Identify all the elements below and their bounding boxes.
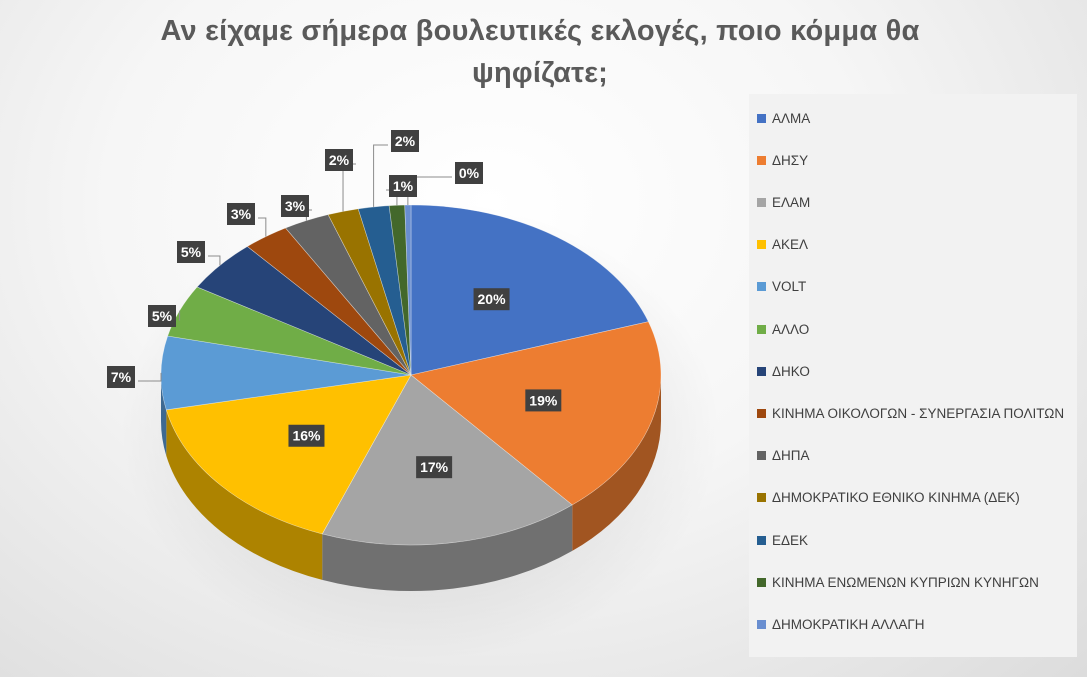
pie-labels: 20% 19% 17% 16% 7% 5% 5% 3% 3% 2% 2% 1% 0%: [107, 130, 562, 479]
legend-label: ΑΛΛΟ: [772, 321, 810, 337]
leader-line-9: [342, 163, 356, 212]
leader-line-5: [179, 310, 181, 321]
data-label-box-8: [281, 195, 309, 217]
legend-label: ΚΙΝΗΜΑ ΕΝΩΜΕΝΩΝ ΚΥΠΡΙΩΝ ΚΥΝΗΓΩΝ: [772, 574, 1039, 590]
legend-swatch: [757, 155, 766, 165]
pie-chart: 20% 19% 17% 16% 7% 5% 5% 3% 3% 2% 2% 1% 0%: [107, 130, 720, 660]
pie-slice-3: [165, 374, 412, 535]
legend-label: ΚΙΝΗΜΑ ΟΙΚΟΛΟΓΩΝ - ΣΥΝΕΡΓΑΣΙΑ ΠΟΛΙΤΩΝ: [772, 405, 1065, 421]
data-label-box-7: [227, 203, 255, 225]
legend-label: ΔΗΣΥ: [772, 152, 809, 168]
data-label-box-4: [107, 366, 135, 388]
data-label-box-1: [525, 389, 562, 412]
legend-swatch: [757, 324, 766, 334]
data-label-11: 1%: [393, 178, 414, 194]
data-label-box-0: [473, 288, 510, 311]
pie-slice-1: [410, 321, 662, 506]
pie-top: [160, 204, 662, 546]
legend-item: ΔΗΣΥ: [757, 150, 808, 170]
data-label-box-5: [148, 305, 176, 327]
legend-item: ΔΗΚΟ: [757, 361, 810, 381]
legend-item: VOLT: [757, 277, 806, 297]
legend-label: ΔΗΜΟΚΡΑΤΙΚΗ ΑΛΛΑΓΗ: [772, 616, 925, 632]
data-label-8: 3%: [285, 198, 306, 214]
legend-swatch: [757, 451, 766, 461]
leader-line-7: [258, 217, 267, 237]
leader-line-4: [138, 372, 162, 382]
legend-item: ΕΔΕΚ: [757, 530, 808, 550]
data-label-box-9: [325, 149, 353, 171]
data-label-box-12: [455, 162, 483, 184]
legend: ΑΛΜΑ ΔΗΣΥ ΕΛΑΜ ΑΚΕΛ VOLT ΑΛΛΟ ΔΗΚΟ ΚΙΝΗΜΑ ΟΙΚΟΛ…: [749, 94, 1077, 657]
legend-label: ΔΗΜΟΚΡΑΤΙΚΟ ΕΘΝΙΚΟ ΚΙΝΗΜΑ (ΔΕΚ): [772, 490, 1020, 506]
legend-label: VOLT: [772, 279, 807, 295]
pie-side-3: [166, 409, 323, 580]
data-label-1: 19%: [529, 392, 558, 408]
data-label-box-2: [416, 456, 453, 479]
legend-label: ΕΔΕΚ: [772, 532, 809, 548]
leader-line-10: [373, 144, 388, 207]
data-label-3: 16%: [292, 428, 321, 444]
leader-line-6: [208, 255, 221, 266]
data-label-4: 7%: [111, 369, 132, 385]
data-label-7: 3%: [231, 206, 252, 222]
data-label-10: 2%: [395, 133, 416, 149]
legend-swatch: [757, 408, 766, 418]
data-label-box-11: [389, 175, 417, 197]
data-label-5: 5%: [152, 308, 173, 324]
data-label-0: 20%: [478, 291, 507, 307]
data-label-12: 0%: [459, 165, 480, 181]
legend-label: ΔΗΚΟ: [772, 363, 810, 379]
pie-side-4: [161, 375, 167, 456]
pie-side-1: [572, 375, 661, 551]
data-label-6: 5%: [181, 244, 202, 260]
legend-swatch: [757, 535, 766, 545]
legend-label: ΕΛΑΜ: [772, 194, 811, 210]
legend-swatch: [757, 493, 766, 503]
legend-swatch: [757, 113, 766, 123]
data-label-box-6: [177, 241, 205, 263]
legend-label: ΑΚΕΛ: [772, 237, 809, 253]
legend-label: ΑΛΜΑ: [772, 110, 811, 126]
legend-item: ΕΛΑΜ: [757, 192, 810, 212]
legend-item: ΑΛΜΑ: [757, 108, 810, 128]
legend-swatch: [757, 619, 766, 629]
legend-item: ΔΗΜΟΚΡΑΤΙΚΟ ΕΘΝΙΚΟ ΚΙΝΗΜΑ (ΔΕΚ): [757, 488, 1020, 508]
pie-slice-0: [410, 204, 649, 376]
legend-item: ΚΙΝΗΜΑ ΟΙΚΟΛΟΓΩΝ - ΣΥΝΕΡΓΑΣΙΑ ΠΟΛΙΤΩΝ: [757, 403, 1064, 423]
legend-swatch: [757, 240, 766, 250]
legend-swatch: [757, 577, 766, 587]
legend-item: ΑΛΛΟ: [757, 319, 809, 339]
legend-label: ΔΗΠΑ: [772, 448, 810, 464]
chart-title: Αν είχαμε σήμερα βουλευτικές εκλογές, πο…: [160, 15, 920, 89]
data-label-box-3: [288, 424, 325, 447]
legend-swatch: [757, 197, 766, 207]
data-label-9: 2%: [329, 152, 350, 168]
pie-sides: [161, 375, 661, 591]
legend-item: ΚΙΝΗΜΑ ΕΝΩΜΕΝΩΝ ΚΥΠΡΙΩΝ ΚΥΝΗΓΩΝ: [757, 572, 1039, 592]
data-label-2: 17%: [420, 459, 449, 475]
legend-item: ΑΚΕΛ: [757, 235, 808, 255]
pie-side-2: [322, 504, 573, 591]
legend-swatch: [757, 366, 766, 376]
legend-item: ΔΗΠΑ: [757, 446, 810, 466]
legend-item: ΔΗΜΟΚΡΑΤΙΚΗ ΑΛΛΑΓΗ: [757, 614, 925, 634]
legend-swatch: [757, 282, 766, 292]
data-label-box-10: [391, 130, 419, 152]
